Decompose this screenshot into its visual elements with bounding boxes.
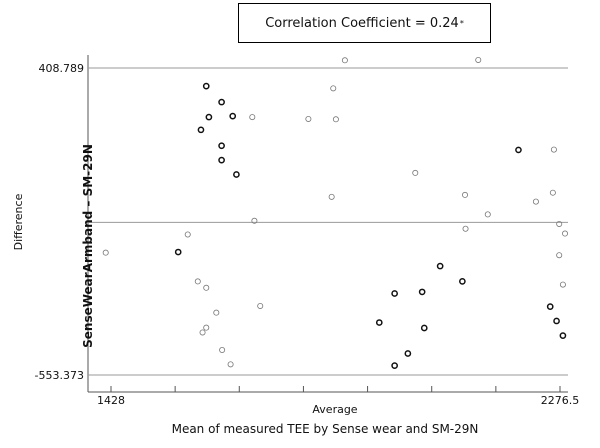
data-point-light (257, 302, 264, 309)
data-point-light (341, 57, 348, 64)
data-point-light (412, 169, 419, 176)
data-point-bold (218, 156, 225, 164)
data-point-light (475, 56, 482, 63)
data-point-bold (459, 278, 466, 285)
data-point-light (532, 198, 539, 205)
data-point-bold (391, 290, 398, 297)
data-point-light (556, 220, 563, 227)
y-tick-top-label: 408.789 (39, 62, 85, 75)
data-point-light (213, 309, 220, 316)
data-point-bold (546, 303, 554, 310)
data-point-light (203, 284, 210, 291)
data-point-bold (553, 317, 560, 325)
x-tick-right-label: 2276.5 (541, 394, 580, 407)
correlation-text: Correlation Coefficient = 0.24 (265, 15, 459, 31)
data-point-light (462, 191, 469, 198)
data-point-light (556, 252, 563, 259)
correlation-annotation-box: Correlation Coefficient = 0.24 * (238, 3, 491, 43)
data-point-bold (233, 171, 240, 178)
data-point-light (249, 114, 256, 121)
data-point-light (562, 230, 569, 237)
data-point-light (199, 329, 206, 336)
data-point-bold (391, 362, 398, 369)
data-point-bold (375, 319, 383, 326)
reference-lines (88, 67, 568, 376)
data-point-bold (205, 113, 213, 121)
x-axis-ticks (110, 386, 561, 392)
data-point-light (102, 249, 109, 256)
data-point-bold (202, 82, 210, 90)
y-axis-inner-label: Difference (12, 193, 25, 250)
significance-marker: * (459, 18, 464, 28)
data-points (102, 56, 569, 369)
data-point-bold (229, 112, 237, 120)
data-point-bold (559, 332, 567, 339)
y-axis-outer-label: SenseWearArmband – SM-29N (81, 144, 95, 348)
y-tick-bottom-label: -553.373 (35, 369, 84, 382)
data-point-light (219, 346, 226, 353)
data-point-bold (218, 98, 225, 106)
data-point-light (330, 85, 337, 92)
data-point-light (332, 116, 339, 123)
data-point-light (462, 225, 469, 232)
data-point-bold (418, 288, 426, 296)
data-point-light (203, 324, 210, 331)
x-axis-label: Average (312, 403, 357, 416)
chart-subtitle: Mean of measured TEE by Sense wear and S… (171, 422, 479, 436)
x-tick-left-label: 1428 (97, 394, 125, 407)
data-point-light (184, 231, 191, 238)
data-point-bold (218, 142, 225, 150)
data-point-bold (420, 324, 428, 332)
data-point-light (227, 361, 234, 368)
data-point-bold (404, 350, 412, 357)
data-point-light (484, 211, 491, 218)
data-point-bold (174, 248, 182, 256)
data-point-light (194, 278, 201, 285)
data-point-bold (197, 126, 205, 134)
data-point-light (328, 193, 335, 200)
data-point-light (549, 189, 556, 196)
data-point-light (305, 115, 312, 122)
data-point-bold (515, 146, 522, 154)
data-point-light (559, 281, 566, 288)
data-point-bold (436, 262, 444, 270)
data-point-light (251, 217, 258, 224)
data-point-light (550, 146, 557, 153)
